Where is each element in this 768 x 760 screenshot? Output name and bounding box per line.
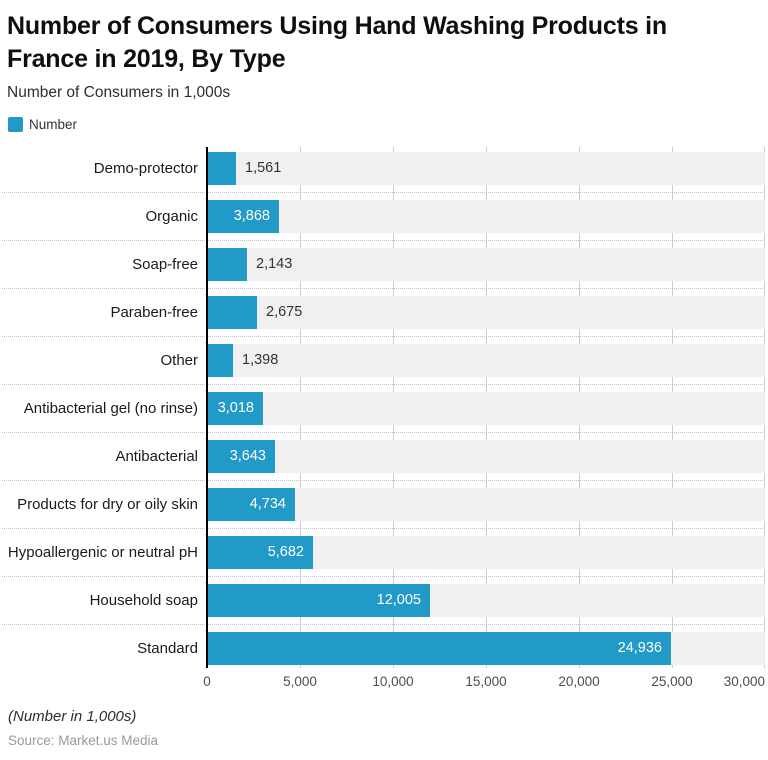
bar-value-label: 4,734 bbox=[249, 496, 286, 512]
y-axis-line bbox=[206, 147, 208, 668]
x-tick-label-25000: 25,000 bbox=[651, 674, 693, 689]
bar-value-label: 1,398 bbox=[242, 352, 279, 368]
legend-item-number[interactable]: Number bbox=[8, 117, 77, 132]
category-label: Standard bbox=[137, 640, 198, 657]
footer-source: Source: Market.us Media bbox=[8, 733, 159, 748]
bar-value-label: 1,561 bbox=[245, 160, 282, 176]
row-separator bbox=[2, 336, 763, 337]
bar-value-label: 5,682 bbox=[267, 544, 304, 560]
bar-track bbox=[207, 344, 765, 377]
category-label: Other bbox=[160, 352, 198, 369]
bar-track bbox=[207, 392, 765, 425]
category-label: Products for dry or oily skin bbox=[17, 496, 198, 513]
legend-swatch-icon bbox=[8, 117, 23, 132]
bar-track bbox=[207, 488, 765, 521]
row-separator bbox=[2, 288, 763, 289]
x-tick-label-30000: 30,000 bbox=[723, 674, 765, 689]
bar-standard bbox=[207, 632, 671, 665]
category-label: Hypoallergenic or neutral pH bbox=[7, 544, 198, 561]
category-label: Antibacterial bbox=[115, 448, 198, 465]
category-label: Organic bbox=[145, 208, 198, 225]
bar-track bbox=[207, 200, 765, 233]
bar-paraben-free bbox=[207, 296, 257, 329]
x-tick-label-5000: 5,000 bbox=[283, 674, 317, 689]
row-separator bbox=[2, 384, 763, 385]
row-separator bbox=[2, 576, 763, 577]
bar-chart-plot-area: Demo-protector 1,561 Organic 3,868 Soap-free… bbox=[0, 145, 768, 695]
bar-value-label: 24,936 bbox=[617, 640, 662, 656]
bar-value-label: 2,675 bbox=[266, 304, 303, 320]
category-label: Household soap bbox=[89, 592, 198, 609]
bar-value-label: 2,143 bbox=[256, 256, 293, 272]
row-separator bbox=[2, 480, 763, 481]
footer-note: (Number in 1,000s) bbox=[8, 708, 137, 725]
row-separator bbox=[2, 624, 763, 625]
x-tick-label-20000: 20,000 bbox=[558, 674, 600, 689]
bar-antibacterial-gel-no-rinse- bbox=[207, 392, 263, 425]
bar-soap-free bbox=[207, 248, 247, 281]
category-label: Demo-protector bbox=[93, 160, 198, 177]
row-separator bbox=[2, 432, 763, 433]
bar-household-soap bbox=[207, 584, 430, 617]
category-label: Soap-free bbox=[132, 256, 198, 273]
legend-label: Number bbox=[29, 117, 78, 132]
bar-track bbox=[207, 248, 765, 281]
bar-other bbox=[207, 344, 233, 377]
bar-value-label: 3,868 bbox=[233, 208, 270, 224]
row-separator bbox=[2, 240, 763, 241]
x-tick-label-15000: 15,000 bbox=[465, 674, 507, 689]
bar-value-label: 3,018 bbox=[217, 400, 254, 416]
bar-antibacterial bbox=[207, 440, 275, 473]
category-label: Antibacterial gel (no rinse) bbox=[23, 400, 198, 417]
chart-subtitle: Number of Consumers in 1,000s bbox=[7, 84, 231, 101]
bar-products-for-dry-or-oily-skin bbox=[207, 488, 295, 521]
bar-organic bbox=[207, 200, 279, 233]
bar-demo-protector bbox=[207, 152, 236, 185]
bar-track bbox=[207, 440, 765, 473]
chart-title: Number of Consumers Using Hand Washing P… bbox=[7, 12, 667, 73]
bar-value-label: 12,005 bbox=[376, 592, 421, 608]
bar-track bbox=[207, 152, 765, 185]
category-label: Paraben-free bbox=[110, 304, 198, 321]
bar-hypoallergenic-or-neutral-ph bbox=[207, 536, 313, 569]
bar-track bbox=[207, 296, 765, 329]
row-separator bbox=[2, 192, 763, 193]
row-separator bbox=[2, 528, 763, 529]
x-tick-label-10000: 10,000 bbox=[372, 674, 414, 689]
x-tick-label-0: 0 bbox=[203, 674, 211, 689]
bar-value-label: 3,643 bbox=[229, 448, 266, 464]
